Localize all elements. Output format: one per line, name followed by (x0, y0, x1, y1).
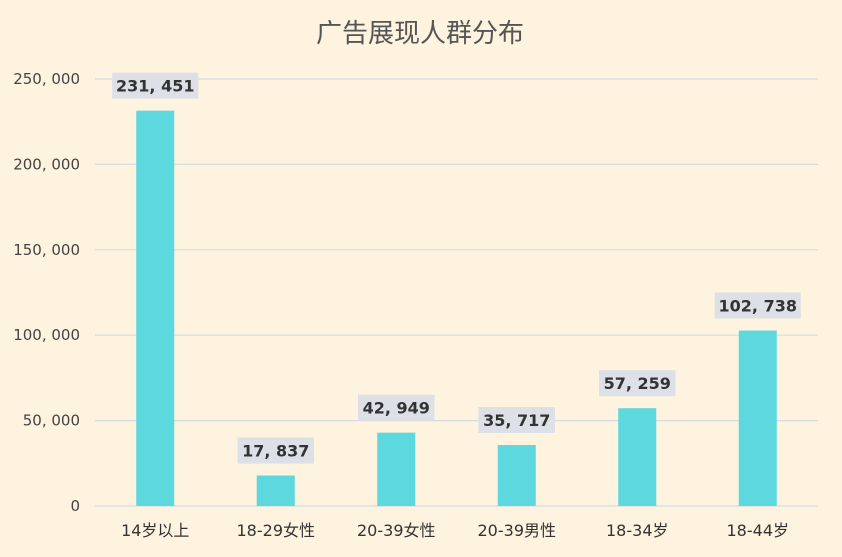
y-tick-label: 200, 000 (13, 155, 80, 173)
data-label: 35, 717 (483, 411, 550, 430)
x-tick-label: 18-44岁 (727, 521, 790, 540)
data-label: 231, 451 (116, 77, 194, 96)
bar (256, 475, 295, 506)
x-tick-label: 18-29女性 (237, 521, 316, 540)
y-tick-label: 150, 000 (13, 241, 80, 259)
data-label: 42, 949 (363, 399, 430, 418)
data-label-box (358, 394, 435, 421)
bar (497, 444, 536, 506)
data-label: 57, 259 (604, 374, 671, 393)
x-axis: 14岁以上 18-29女性 20-39女性 20-39男性 18-34岁 18-44岁 (121, 521, 789, 540)
bars (136, 110, 777, 506)
data-label: 102, 738 (719, 297, 797, 316)
y-axis: 0 50, 000 100, 000 150, 000 200, 000 250, 000 (13, 70, 80, 515)
bar (618, 408, 657, 506)
data-label-box (112, 72, 199, 99)
data-labels: 231, 451 17, 837 42, 949 35, 717 57, 259 102,… (112, 72, 801, 464)
data-label: 17, 837 (242, 442, 309, 461)
y-tick-label: 50, 000 (23, 412, 80, 430)
gridlines (95, 78, 818, 507)
chart-title: 广告展现人群分布 (316, 19, 524, 49)
bar (738, 330, 777, 506)
y-tick-label: 250, 000 (13, 70, 80, 88)
data-label-box (237, 437, 314, 464)
y-tick-label: 100, 000 (13, 326, 80, 344)
x-tick-label: 18-34岁 (606, 521, 669, 540)
data-label-box (599, 370, 676, 397)
bar (136, 110, 175, 506)
data-label-box (714, 292, 801, 319)
y-tick-label: 0 (70, 497, 80, 515)
x-tick-label: 14岁以上 (121, 521, 189, 540)
bar (377, 432, 416, 506)
x-tick-label: 20-39男性 (478, 521, 557, 540)
x-tick-label: 20-39女性 (357, 521, 436, 540)
data-label-box (478, 406, 555, 433)
